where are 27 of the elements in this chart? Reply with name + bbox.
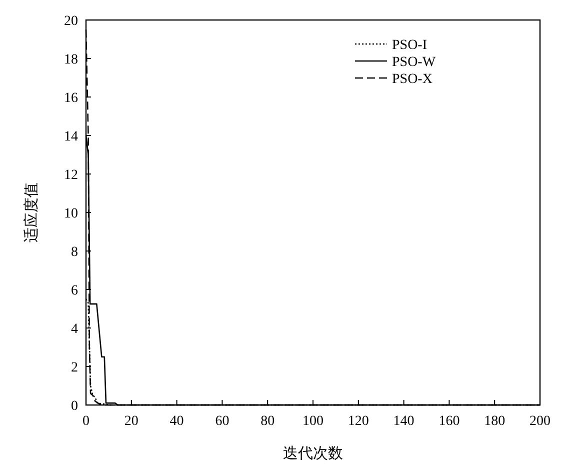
y-tick-label: 12 [64,168,78,183]
legend-label: PSO-W [392,55,436,70]
y-tick-label: 2 [71,360,78,376]
y-tick-label: 16 [64,91,78,106]
legend-label: PSO-X [392,72,432,87]
x-tick-label: 180 [484,414,506,429]
y-tick-label: 18 [64,52,78,68]
y-tick-label: 20 [64,14,78,29]
y-tick-label: 14 [64,130,78,144]
y-tick-label: 8 [71,245,78,260]
x-tick-label: 60 [215,414,230,429]
y-tick-label: 10 [64,206,78,222]
x-tick-label: 100 [302,414,324,429]
x-tick-label: 140 [393,414,414,429]
x-tick-label: 160 [438,414,460,429]
x-tick-label: 80 [260,414,275,429]
x-tick-label: 20 [124,414,138,429]
y-axis-title: 适应度值 [23,182,40,242]
y-tick-label: 6 [71,284,78,298]
legend-label: PSO-I [392,38,428,53]
x-axis-title: 迭代次数 [283,445,343,462]
x-tick-label: 0 [82,414,90,429]
y-tick-label: 4 [71,322,78,337]
y-tick-label: 0 [71,399,78,414]
x-tick-label: 120 [348,414,369,429]
x-tick-label: 200 [530,414,550,429]
x-tick-label: 40 [170,414,184,429]
